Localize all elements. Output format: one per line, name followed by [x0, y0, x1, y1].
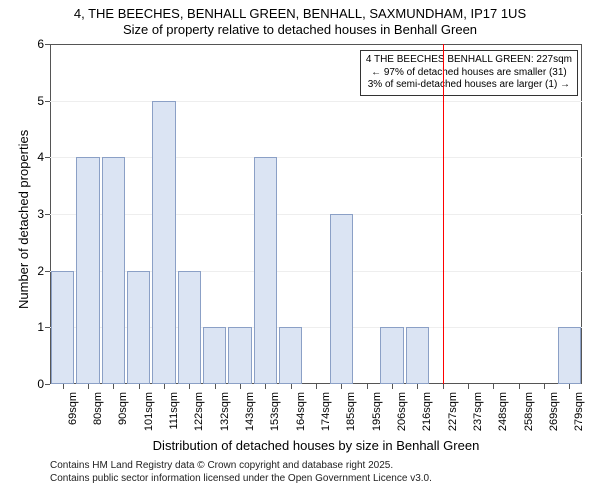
x-tick-label: 143sqm: [244, 392, 256, 431]
x-tick-label: 132sqm: [219, 392, 231, 431]
bar: [203, 327, 226, 384]
x-tick-mark: [113, 384, 114, 389]
x-tick-mark: [164, 384, 165, 389]
y-tick-label: 6: [28, 37, 44, 51]
footnote: Contains HM Land Registry data © Crown c…: [50, 460, 432, 485]
bar: [558, 327, 581, 384]
title-line-1: 4, THE BEECHES, BENHALL GREEN, BENHALL, …: [0, 6, 600, 22]
x-tick-label: 237sqm: [472, 392, 484, 431]
x-tick-label: 174sqm: [320, 392, 332, 431]
annotation-callout: 4 THE BEECHES BENHALL GREEN: 227sqm ← 97…: [360, 50, 578, 96]
y-tick-label: 1: [28, 320, 44, 334]
x-tick-mark: [493, 384, 494, 389]
x-tick-label: 269sqm: [548, 392, 560, 431]
bar: [279, 327, 302, 384]
x-tick-mark: [569, 384, 570, 389]
x-tick-mark: [240, 384, 241, 389]
callout-line-3: 3% of semi-detached houses are larger (1…: [366, 79, 572, 92]
x-tick-label: 206sqm: [396, 392, 408, 431]
x-tick-label: 248sqm: [497, 392, 509, 431]
x-tick-label: 90sqm: [117, 392, 129, 425]
x-tick-mark: [443, 384, 444, 389]
x-tick-mark: [316, 384, 317, 389]
y-tick-label: 4: [28, 150, 44, 164]
x-tick-mark: [468, 384, 469, 389]
x-tick-mark: [544, 384, 545, 389]
y-tick-label: 3: [28, 207, 44, 221]
bar: [127, 271, 150, 384]
footnote-line-1: Contains HM Land Registry data © Crown c…: [50, 460, 432, 473]
x-tick-label: 101sqm: [143, 392, 155, 431]
bar: [152, 101, 175, 384]
x-tick-label: 279sqm: [573, 392, 585, 431]
x-tick-mark: [519, 384, 520, 389]
y-tick-label: 2: [28, 264, 44, 278]
x-tick-label: 80sqm: [92, 392, 104, 425]
y-tick-label: 0: [28, 377, 44, 391]
bar: [102, 157, 125, 384]
x-tick-label: 153sqm: [269, 392, 281, 431]
x-tick-mark: [392, 384, 393, 389]
bar: [380, 327, 403, 384]
y-tick-label: 5: [28, 94, 44, 108]
x-tick-label: 111sqm: [168, 392, 180, 430]
chart-container: 4, THE BEECHES, BENHALL GREEN, BENHALL, …: [0, 0, 600, 500]
gridline: [50, 157, 582, 158]
y-tick-mark: [45, 44, 50, 45]
bar: [178, 271, 201, 384]
bar: [76, 157, 99, 384]
x-tick-mark: [341, 384, 342, 389]
chart-title: 4, THE BEECHES, BENHALL GREEN, BENHALL, …: [0, 0, 600, 39]
bar: [330, 214, 353, 384]
bar: [228, 327, 251, 384]
gridline: [50, 214, 582, 215]
highlight-marker-line: [443, 44, 444, 384]
callout-line-1: 4 THE BEECHES BENHALL GREEN: 227sqm: [366, 54, 572, 67]
x-tick-label: 69sqm: [67, 392, 79, 425]
x-tick-label: 122sqm: [193, 392, 205, 431]
y-tick-mark: [45, 384, 50, 385]
x-tick-mark: [417, 384, 418, 389]
x-tick-mark: [265, 384, 266, 389]
x-tick-mark: [63, 384, 64, 389]
x-axis-label: Distribution of detached houses by size …: [50, 438, 582, 453]
x-tick-label: 195sqm: [371, 392, 383, 431]
x-tick-label: 185sqm: [345, 392, 357, 431]
x-tick-mark: [291, 384, 292, 389]
x-tick-mark: [367, 384, 368, 389]
callout-line-2: ← 97% of detached houses are smaller (31…: [366, 67, 572, 80]
x-tick-label: 258sqm: [523, 392, 535, 431]
bar: [406, 327, 429, 384]
bar: [254, 157, 277, 384]
x-tick-mark: [88, 384, 89, 389]
x-tick-mark: [139, 384, 140, 389]
footnote-line-2: Contains public sector information licen…: [50, 473, 432, 486]
gridline: [50, 101, 582, 102]
bar: [51, 271, 74, 384]
x-tick-label: 164sqm: [295, 392, 307, 431]
x-tick-mark: [189, 384, 190, 389]
x-tick-mark: [215, 384, 216, 389]
x-tick-label: 216sqm: [421, 392, 433, 431]
x-tick-label: 227sqm: [447, 392, 459, 431]
title-line-2: Size of property relative to detached ho…: [0, 22, 600, 38]
